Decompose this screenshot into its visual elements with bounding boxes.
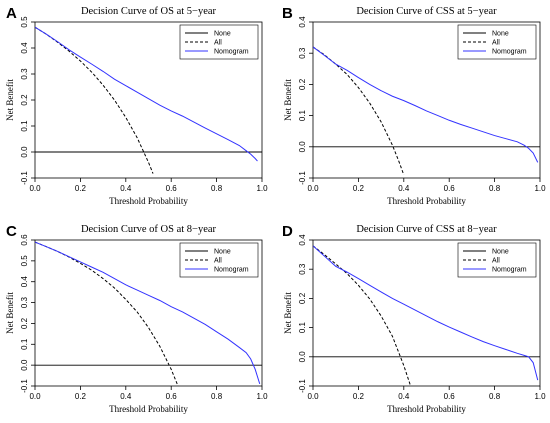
y-tick-label: 0.6 [20, 234, 29, 246]
y-tick-label: 0.2 [20, 94, 29, 106]
series-line-all [35, 26, 154, 174]
y-tick-label: 0.4 [20, 276, 29, 288]
x-tick-label: 0.8 [211, 184, 223, 193]
x-tick-label: 0.4 [398, 392, 410, 401]
x-tick-label: 0.4 [120, 184, 132, 193]
legend-label: All [492, 258, 500, 265]
x-tick-label: 0.4 [398, 184, 410, 193]
y-tick-label: -0.1 [20, 379, 29, 393]
x-tick-label: 0.8 [211, 392, 223, 401]
legend-label: None [214, 249, 231, 256]
y-tick-label: 0.3 [20, 296, 29, 308]
y-tick-label: 0.0 [298, 141, 307, 153]
y-tick-label: 0.0 [298, 351, 307, 363]
x-axis-label: Threshold Probability [109, 404, 188, 414]
y-tick-label: 0.3 [298, 47, 307, 59]
legend-label: Nomogram [492, 49, 527, 56]
x-tick-label: 0.6 [444, 184, 456, 193]
series-line-nomogram [35, 241, 261, 385]
x-tick-label: 0.0 [29, 184, 41, 193]
legend-label: Nomogram [214, 267, 249, 274]
y-tick-label: -0.1 [20, 171, 29, 185]
plot-frame [312, 239, 541, 387]
x-tick-label: 0.6 [444, 392, 456, 401]
x-tick-label: 1.0 [256, 392, 268, 401]
x-axis-label: Threshold Probability [109, 196, 188, 206]
legend-label: All [214, 258, 222, 265]
x-tick-label: 0.0 [307, 392, 319, 401]
y-tick-label: 0.5 [20, 255, 29, 267]
legend-label: All [214, 40, 222, 47]
y-tick-label: -0.1 [298, 171, 307, 185]
x-tick-label: 0.0 [307, 184, 319, 193]
y-tick-label: 0.1 [298, 109, 307, 121]
x-tick-label: 0.2 [75, 184, 87, 193]
y-tick-label: 0.1 [298, 321, 307, 333]
chart-title: Decision Curve of CSS at 5−year [356, 6, 497, 17]
x-tick-label: 0.6 [166, 392, 178, 401]
x-axis-label: Threshold Probability [387, 404, 466, 414]
legend-label: None [492, 249, 509, 256]
y-axis-label: Net Benefit [5, 79, 15, 121]
x-tick-label: 0.4 [120, 392, 132, 401]
panel-letter: B [282, 5, 293, 22]
y-tick-label: 0.2 [298, 292, 307, 304]
y-tick-label: 0.0 [20, 146, 29, 158]
plot-frame [34, 239, 263, 387]
y-axis-label: Net Benefit [5, 292, 15, 334]
y-tick-label: 0.4 [298, 234, 307, 246]
chart-title: Decision Curve of CSS at 8−year [356, 224, 497, 235]
legend-label: None [214, 31, 231, 38]
y-tick-label: 0.2 [298, 78, 307, 90]
panel-letter: D [282, 223, 293, 240]
x-tick-label: 0.6 [166, 184, 178, 193]
panel-letter: A [6, 5, 17, 22]
series-line-nomogram [313, 245, 539, 381]
chart-panel-b: B Decision Curve of CSS at 5−year 0.0 0.2 0.… [282, 5, 546, 206]
legend-label: Nomogram [492, 267, 527, 274]
chart-panel-c: C Decision Curve of OS at 8−year 0.0 0.2 0.4… [5, 223, 268, 414]
x-tick-label: 0.8 [489, 392, 501, 401]
x-tick-label: 0.2 [353, 184, 365, 193]
series-line-all [35, 241, 179, 386]
series-line-all [313, 46, 405, 176]
y-tick-label: 0.4 [20, 42, 29, 54]
legend-label: Nomogram [214, 49, 249, 56]
y-tick-label: -0.1 [298, 379, 307, 393]
y-tick-label: 0.1 [20, 120, 29, 132]
plot-frame [312, 21, 541, 179]
y-tick-label: 0.0 [20, 359, 29, 371]
chart-title: Decision Curve of OS at 5−year [81, 6, 217, 17]
y-tick-label: 0.1 [20, 338, 29, 350]
y-tick-label: 0.3 [298, 263, 307, 275]
legend-label: All [492, 40, 500, 47]
y-axis-label: Net Benefit [283, 79, 293, 121]
y-tick-label: 0.3 [20, 68, 29, 80]
y-tick-label: 0.2 [20, 317, 29, 329]
y-tick-label: 0.4 [298, 16, 307, 28]
series-line-nomogram [35, 26, 258, 162]
x-tick-label: 0.0 [29, 392, 41, 401]
x-tick-label: 1.0 [256, 184, 268, 193]
x-tick-label: 1.0 [534, 184, 546, 193]
x-tick-label: 0.2 [353, 392, 365, 401]
chart-title: Decision Curve of OS at 8−year [81, 224, 217, 235]
y-tick-label: 0.5 [20, 16, 29, 28]
series-line-all [313, 245, 412, 386]
x-tick-label: 1.0 [534, 392, 546, 401]
panel-letter: C [6, 223, 17, 240]
legend-label: None [492, 31, 509, 38]
chart-panel-d: D Decision Curve of CSS at 8−year 0.0 0.2 0.… [282, 223, 546, 414]
y-axis-label: Net Benefit [283, 292, 293, 334]
x-tick-label: 0.2 [75, 392, 87, 401]
x-tick-label: 0.8 [489, 184, 501, 193]
x-axis-label: Threshold Probability [387, 196, 466, 206]
chart-panel-a: A Decision Curve of OS at 5−year 0.0 0.2 0.4… [5, 5, 268, 206]
series-line-nomogram [313, 46, 539, 163]
